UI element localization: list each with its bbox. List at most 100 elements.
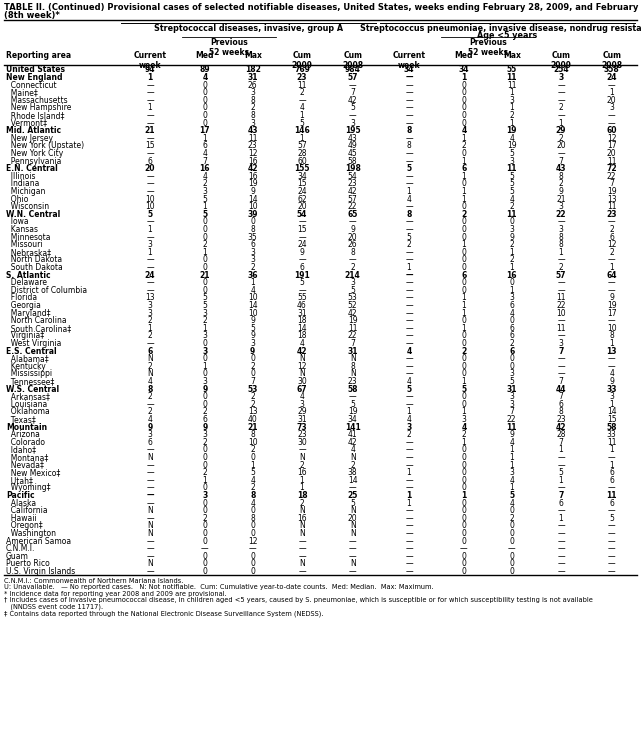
Text: 7: 7: [203, 156, 207, 166]
Text: —: —: [405, 324, 413, 333]
Text: —: —: [201, 544, 209, 553]
Text: Max: Max: [503, 51, 520, 60]
Text: 6: 6: [147, 438, 153, 447]
Text: 54: 54: [348, 172, 358, 181]
Text: Alaska: Alaska: [6, 499, 36, 508]
Text: 984: 984: [345, 66, 361, 75]
Text: 1: 1: [203, 476, 207, 485]
Text: 15: 15: [145, 141, 154, 150]
Text: 6: 6: [510, 324, 514, 333]
Text: —: —: [298, 256, 306, 265]
Text: New Hampshire: New Hampshire: [6, 104, 71, 113]
Text: 0: 0: [462, 537, 466, 546]
Text: 4: 4: [609, 370, 614, 379]
Text: New Mexico‡: New Mexico‡: [6, 468, 60, 477]
Text: 1: 1: [462, 195, 466, 203]
Text: 2: 2: [299, 460, 304, 469]
Text: 358: 358: [604, 66, 620, 75]
Text: 23: 23: [297, 430, 307, 439]
Text: 12: 12: [607, 240, 617, 249]
Text: 0: 0: [203, 256, 207, 265]
Text: 3: 3: [147, 240, 153, 249]
Text: 2: 2: [462, 141, 466, 150]
Text: —: —: [146, 468, 154, 477]
Text: 21: 21: [556, 195, 566, 203]
Text: 1: 1: [406, 499, 412, 508]
Text: —: —: [405, 308, 413, 318]
Text: 58: 58: [347, 385, 358, 394]
Text: 4: 4: [510, 499, 514, 508]
Text: —: —: [405, 104, 413, 113]
Text: 1: 1: [510, 460, 514, 469]
Text: 8: 8: [558, 240, 563, 249]
Text: 72: 72: [606, 164, 617, 173]
Text: 0: 0: [462, 316, 466, 325]
Text: —: —: [405, 278, 413, 287]
Text: 3: 3: [350, 119, 355, 128]
Text: 29: 29: [297, 407, 307, 417]
Text: N: N: [299, 522, 305, 531]
Text: District of Columbia: District of Columbia: [6, 286, 87, 295]
Text: 0: 0: [250, 218, 255, 227]
Text: —: —: [405, 96, 413, 105]
Text: Cum
2009: Cum 2009: [292, 51, 313, 70]
Text: —: —: [608, 218, 615, 227]
Text: 20: 20: [348, 514, 358, 523]
Text: Age <5 years: Age <5 years: [478, 31, 538, 40]
Text: —: —: [608, 453, 615, 462]
Text: 18: 18: [297, 491, 307, 500]
Text: 0: 0: [462, 256, 466, 265]
Text: —: —: [405, 514, 413, 523]
Text: 1: 1: [510, 104, 514, 113]
Text: 11: 11: [506, 164, 517, 173]
Text: —: —: [298, 544, 306, 553]
Text: —: —: [349, 111, 356, 120]
Text: 8: 8: [251, 225, 255, 234]
Text: Hawaii: Hawaii: [6, 514, 37, 523]
Text: N: N: [350, 355, 356, 364]
Text: N: N: [147, 507, 153, 516]
Text: Louisiana: Louisiana: [6, 400, 47, 409]
Text: —: —: [146, 552, 154, 561]
Text: —: —: [146, 491, 154, 500]
Text: 198: 198: [345, 164, 361, 173]
Text: 6: 6: [609, 476, 614, 485]
Text: 38: 38: [348, 468, 358, 477]
Text: 1: 1: [510, 453, 514, 462]
Text: —: —: [608, 286, 615, 295]
Text: N: N: [147, 529, 153, 538]
Text: 73: 73: [297, 423, 307, 432]
Text: 2: 2: [251, 400, 255, 409]
Text: Mountain: Mountain: [6, 423, 47, 432]
Text: 23: 23: [348, 179, 358, 188]
Text: 0: 0: [462, 179, 466, 188]
Text: 2: 2: [203, 316, 207, 325]
Text: 18: 18: [297, 331, 307, 340]
Text: 3: 3: [203, 187, 207, 196]
Text: 19: 19: [506, 126, 517, 135]
Text: 5: 5: [510, 149, 514, 158]
Text: Connecticut: Connecticut: [6, 81, 56, 90]
Text: 2: 2: [203, 407, 207, 417]
Text: 7: 7: [609, 179, 614, 188]
Text: 11: 11: [607, 203, 617, 211]
Text: 42: 42: [348, 96, 358, 105]
Text: 9: 9: [299, 248, 304, 257]
Text: 9: 9: [203, 423, 208, 432]
Text: 182: 182: [245, 66, 261, 75]
Text: 7: 7: [558, 377, 563, 386]
Text: 1: 1: [558, 445, 563, 454]
Text: Reporting area: Reporting area: [6, 51, 71, 60]
Text: 1: 1: [406, 491, 412, 500]
Text: 53: 53: [348, 293, 358, 302]
Text: 5: 5: [558, 468, 563, 477]
Text: —: —: [557, 218, 565, 227]
Text: 12: 12: [297, 362, 307, 371]
Text: —: —: [405, 316, 413, 325]
Text: 24: 24: [297, 187, 307, 196]
Text: 8: 8: [406, 141, 412, 150]
Text: 67: 67: [297, 385, 307, 394]
Text: 2: 2: [406, 430, 412, 439]
Text: —: —: [146, 339, 154, 348]
Text: 5: 5: [406, 385, 412, 394]
